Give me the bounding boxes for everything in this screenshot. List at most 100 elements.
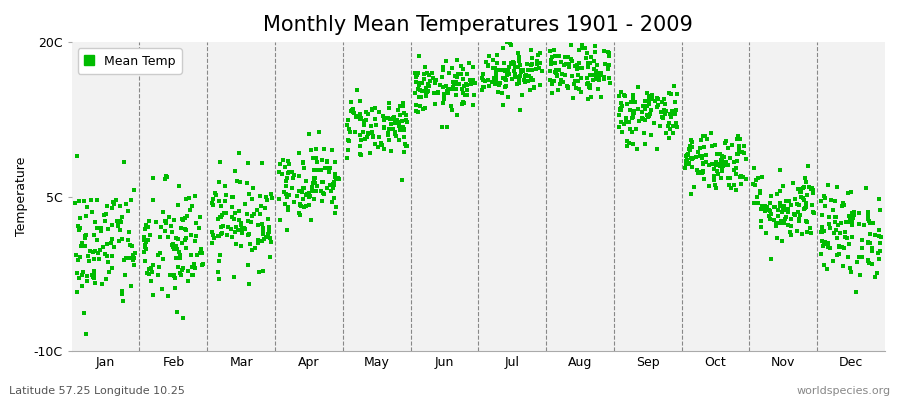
Point xyxy=(85,272,99,278)
Point xyxy=(178,215,193,222)
Point xyxy=(478,78,492,84)
Point xyxy=(169,255,184,262)
Point xyxy=(307,174,321,181)
Point xyxy=(834,202,849,209)
Point xyxy=(451,81,465,87)
Point xyxy=(680,157,695,164)
Point xyxy=(872,256,886,262)
Point xyxy=(529,57,544,64)
Point xyxy=(220,210,234,216)
Point xyxy=(382,105,396,111)
Point xyxy=(597,48,611,54)
Point xyxy=(500,39,514,45)
Point xyxy=(447,81,462,88)
Point xyxy=(216,210,230,216)
Point xyxy=(600,64,615,71)
Point xyxy=(365,107,380,113)
Point xyxy=(184,203,199,209)
Point xyxy=(663,91,678,97)
Point xyxy=(773,200,788,206)
Point xyxy=(658,111,672,117)
Point xyxy=(715,164,729,170)
Point xyxy=(680,152,695,158)
Point xyxy=(792,186,806,192)
Point xyxy=(265,194,279,201)
Point xyxy=(242,230,256,237)
Point xyxy=(510,64,525,70)
Point xyxy=(728,171,742,177)
Point xyxy=(654,109,669,116)
Point xyxy=(209,192,223,198)
Point xyxy=(626,112,640,119)
Point xyxy=(816,228,831,234)
Legend: Mean Temp: Mean Temp xyxy=(78,48,182,74)
Point xyxy=(828,219,842,225)
Point xyxy=(571,78,585,84)
Point xyxy=(818,202,832,209)
Point xyxy=(292,202,307,208)
Point xyxy=(420,81,435,87)
Point xyxy=(397,134,411,141)
Point xyxy=(144,264,158,271)
Point xyxy=(733,174,747,181)
Point xyxy=(557,62,572,68)
Point xyxy=(872,227,886,234)
Point xyxy=(829,214,843,220)
Point xyxy=(502,70,517,77)
Point xyxy=(544,61,558,67)
Point xyxy=(86,232,101,238)
Point xyxy=(437,91,452,97)
Point xyxy=(553,81,567,87)
Point xyxy=(369,122,383,129)
Point xyxy=(524,46,538,53)
Point xyxy=(781,198,796,204)
Point xyxy=(205,240,220,246)
Point xyxy=(680,161,695,167)
Point xyxy=(588,49,602,56)
Point xyxy=(591,73,606,79)
Point xyxy=(146,262,160,269)
Point xyxy=(698,176,712,182)
Point xyxy=(684,191,698,197)
Point xyxy=(185,272,200,279)
Point xyxy=(588,43,602,49)
Point xyxy=(185,272,200,278)
Point xyxy=(722,182,736,188)
Point xyxy=(119,201,133,207)
Point xyxy=(292,188,307,194)
Point xyxy=(152,264,166,270)
Point xyxy=(260,231,274,237)
Point xyxy=(644,131,658,138)
Point xyxy=(418,105,433,111)
Point xyxy=(376,125,391,132)
Point xyxy=(320,165,334,171)
Point xyxy=(779,207,794,214)
Point xyxy=(758,203,772,210)
Point xyxy=(662,134,677,141)
Point xyxy=(349,114,364,120)
Point xyxy=(300,191,314,198)
Point xyxy=(508,71,523,77)
Point xyxy=(436,64,450,70)
Point xyxy=(855,236,869,243)
Point xyxy=(227,274,241,281)
Point xyxy=(353,116,367,122)
Point xyxy=(514,67,528,73)
Point xyxy=(804,230,818,236)
Point xyxy=(212,258,226,264)
Point xyxy=(642,101,656,107)
Point xyxy=(563,56,578,62)
Point xyxy=(190,252,204,258)
Point xyxy=(789,228,804,234)
Point xyxy=(692,145,706,152)
Point xyxy=(176,264,190,271)
Point xyxy=(552,52,566,59)
Point xyxy=(249,207,264,213)
Point xyxy=(388,131,402,138)
Point xyxy=(799,178,814,185)
Point xyxy=(618,93,633,99)
Point xyxy=(111,221,125,227)
Point xyxy=(625,114,639,121)
Point xyxy=(436,100,450,107)
Point xyxy=(306,176,320,182)
